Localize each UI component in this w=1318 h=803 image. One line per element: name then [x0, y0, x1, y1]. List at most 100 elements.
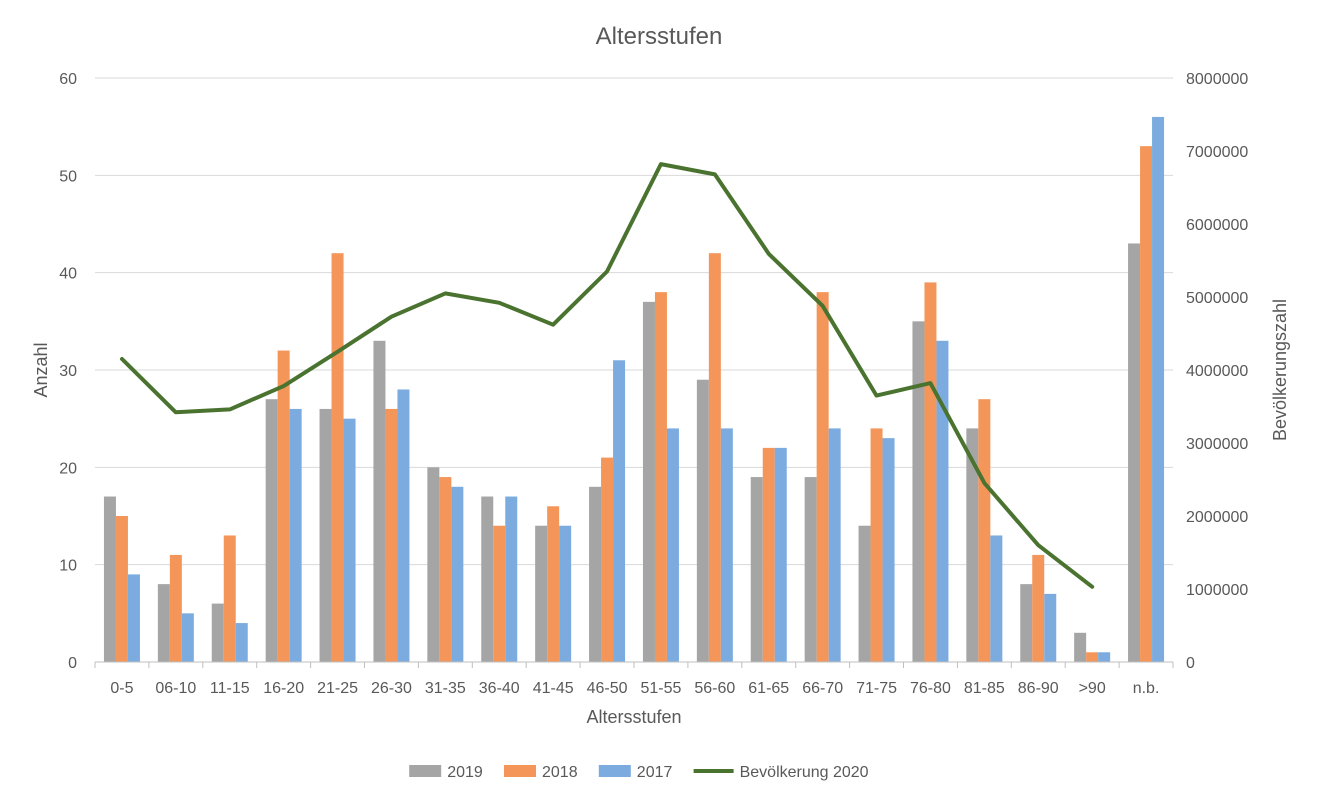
bar-2017	[990, 535, 1003, 662]
bar-2019	[589, 486, 602, 662]
x-tick-label: 66-70	[802, 680, 843, 697]
bar-2017	[666, 428, 679, 662]
x-tick-label: 56-60	[694, 680, 735, 697]
bar-2017	[181, 613, 194, 662]
y2-tick-label: 6000000	[1186, 217, 1248, 234]
bar-2019	[750, 477, 763, 662]
bar-2017	[343, 418, 356, 662]
x-tick-label: 26-30	[371, 680, 412, 697]
x-tick-label: 86-90	[1018, 680, 1059, 697]
axes: 0 10 20 30 40 50 60 0 1000000 2000000 3000000 40000…	[59, 71, 1248, 697]
bar-2018	[439, 477, 452, 662]
y2-axis-title: Bevölkerungszahl	[1270, 299, 1290, 441]
y2-tick-label: 5000000	[1186, 290, 1248, 307]
bar-2018	[223, 535, 236, 662]
y-axis-title: Anzahl	[31, 342, 51, 397]
line-series-group	[120, 162, 1095, 589]
bar-2018	[1140, 146, 1153, 663]
legend-swatch	[598, 765, 631, 777]
gridlines	[95, 77, 1173, 566]
bar-2017	[1152, 116, 1165, 662]
x-tick-label: 06-10	[155, 680, 196, 697]
bar-2017	[936, 340, 949, 662]
y-tick-label: 30	[59, 363, 77, 380]
bar-2017	[720, 428, 733, 662]
bar-2019	[427, 467, 440, 662]
bar-2019	[966, 428, 979, 662]
x-tick-label: 76-80	[910, 680, 951, 697]
bar-2017	[774, 447, 787, 662]
line-Bevölkerung-2020	[120, 162, 1095, 589]
bar-series-group	[103, 116, 1165, 663]
x-axis-title: Altersstufen	[586, 707, 681, 727]
y-tick-label: 40	[59, 266, 77, 283]
bar-2019	[912, 321, 925, 662]
bar-2019	[373, 340, 386, 662]
bar-2019	[696, 379, 709, 662]
bar-2017	[1098, 652, 1111, 662]
bar-2018	[277, 350, 290, 662]
bar-2018	[1086, 652, 1099, 662]
bar-2019	[1020, 584, 1033, 662]
y2-tick-label: 0	[1186, 655, 1195, 672]
bar-2019	[481, 496, 494, 662]
bar-2017	[882, 438, 895, 662]
bar-2017	[289, 408, 302, 662]
legend-label: 2019	[447, 764, 483, 781]
bar-2018	[493, 525, 506, 662]
bar-2017	[505, 496, 518, 662]
x-tick-label: 71-75	[856, 680, 897, 697]
bar-2019	[157, 584, 170, 662]
y-tick-label: 50	[59, 168, 77, 185]
x-tick-label: 31-35	[425, 680, 466, 697]
y2-tick-label: 8000000	[1186, 71, 1248, 88]
bar-2018	[924, 282, 937, 662]
bar-2018	[385, 408, 398, 662]
legend-label: 2017	[637, 764, 673, 781]
bar-2018	[547, 506, 560, 662]
x-tick-label: 0-5	[110, 680, 133, 697]
y2-tick-label: 1000000	[1186, 582, 1248, 599]
bar-2017	[559, 525, 572, 662]
bar-2018	[762, 447, 775, 662]
bar-2018	[115, 516, 128, 662]
legend-swatch	[504, 765, 536, 777]
bar-2019	[265, 399, 278, 662]
x-tick-label: 16-20	[263, 680, 304, 697]
x-tick-label: n.b.	[1133, 680, 1160, 697]
bar-2018	[978, 399, 991, 662]
y2-tick-label: 7000000	[1186, 144, 1248, 161]
chart-title: Altersstufen	[596, 23, 723, 50]
bar-2019	[211, 603, 224, 662]
y2-tick-label: 4000000	[1186, 363, 1248, 380]
bar-2019	[103, 496, 116, 662]
bar-2017	[1044, 593, 1057, 662]
y-tick-label: 0	[68, 655, 77, 672]
y2-tick-label: 2000000	[1186, 509, 1248, 526]
x-tick-label: 11-15	[210, 680, 250, 697]
bar-2018	[870, 428, 883, 662]
x-tick-label: 51-55	[640, 680, 681, 697]
bar-2018	[654, 292, 667, 662]
x-tick-label: 21-25	[317, 680, 358, 697]
bar-2018	[816, 292, 829, 662]
x-tick-label: 81-85	[964, 680, 1005, 697]
bar-2018	[708, 253, 721, 662]
x-tick-label: 61-65	[748, 680, 789, 697]
bar-2019	[858, 525, 871, 662]
legend: 2019 2018 2017 Bevölkerung 2020	[409, 764, 869, 781]
bar-2018	[1032, 554, 1045, 662]
y-tick-label: 60	[59, 71, 77, 88]
bar-2018	[169, 554, 182, 662]
bar-2019	[319, 408, 332, 662]
bar-2019	[804, 477, 817, 662]
x-tick-label: 36-40	[479, 680, 520, 697]
bar-2019	[1128, 243, 1141, 662]
x-tick-label: 41-45	[533, 680, 574, 697]
bar-2018	[601, 457, 614, 662]
bar-2017	[828, 428, 841, 662]
legend-swatch	[409, 765, 442, 777]
bar-2017	[127, 574, 140, 662]
